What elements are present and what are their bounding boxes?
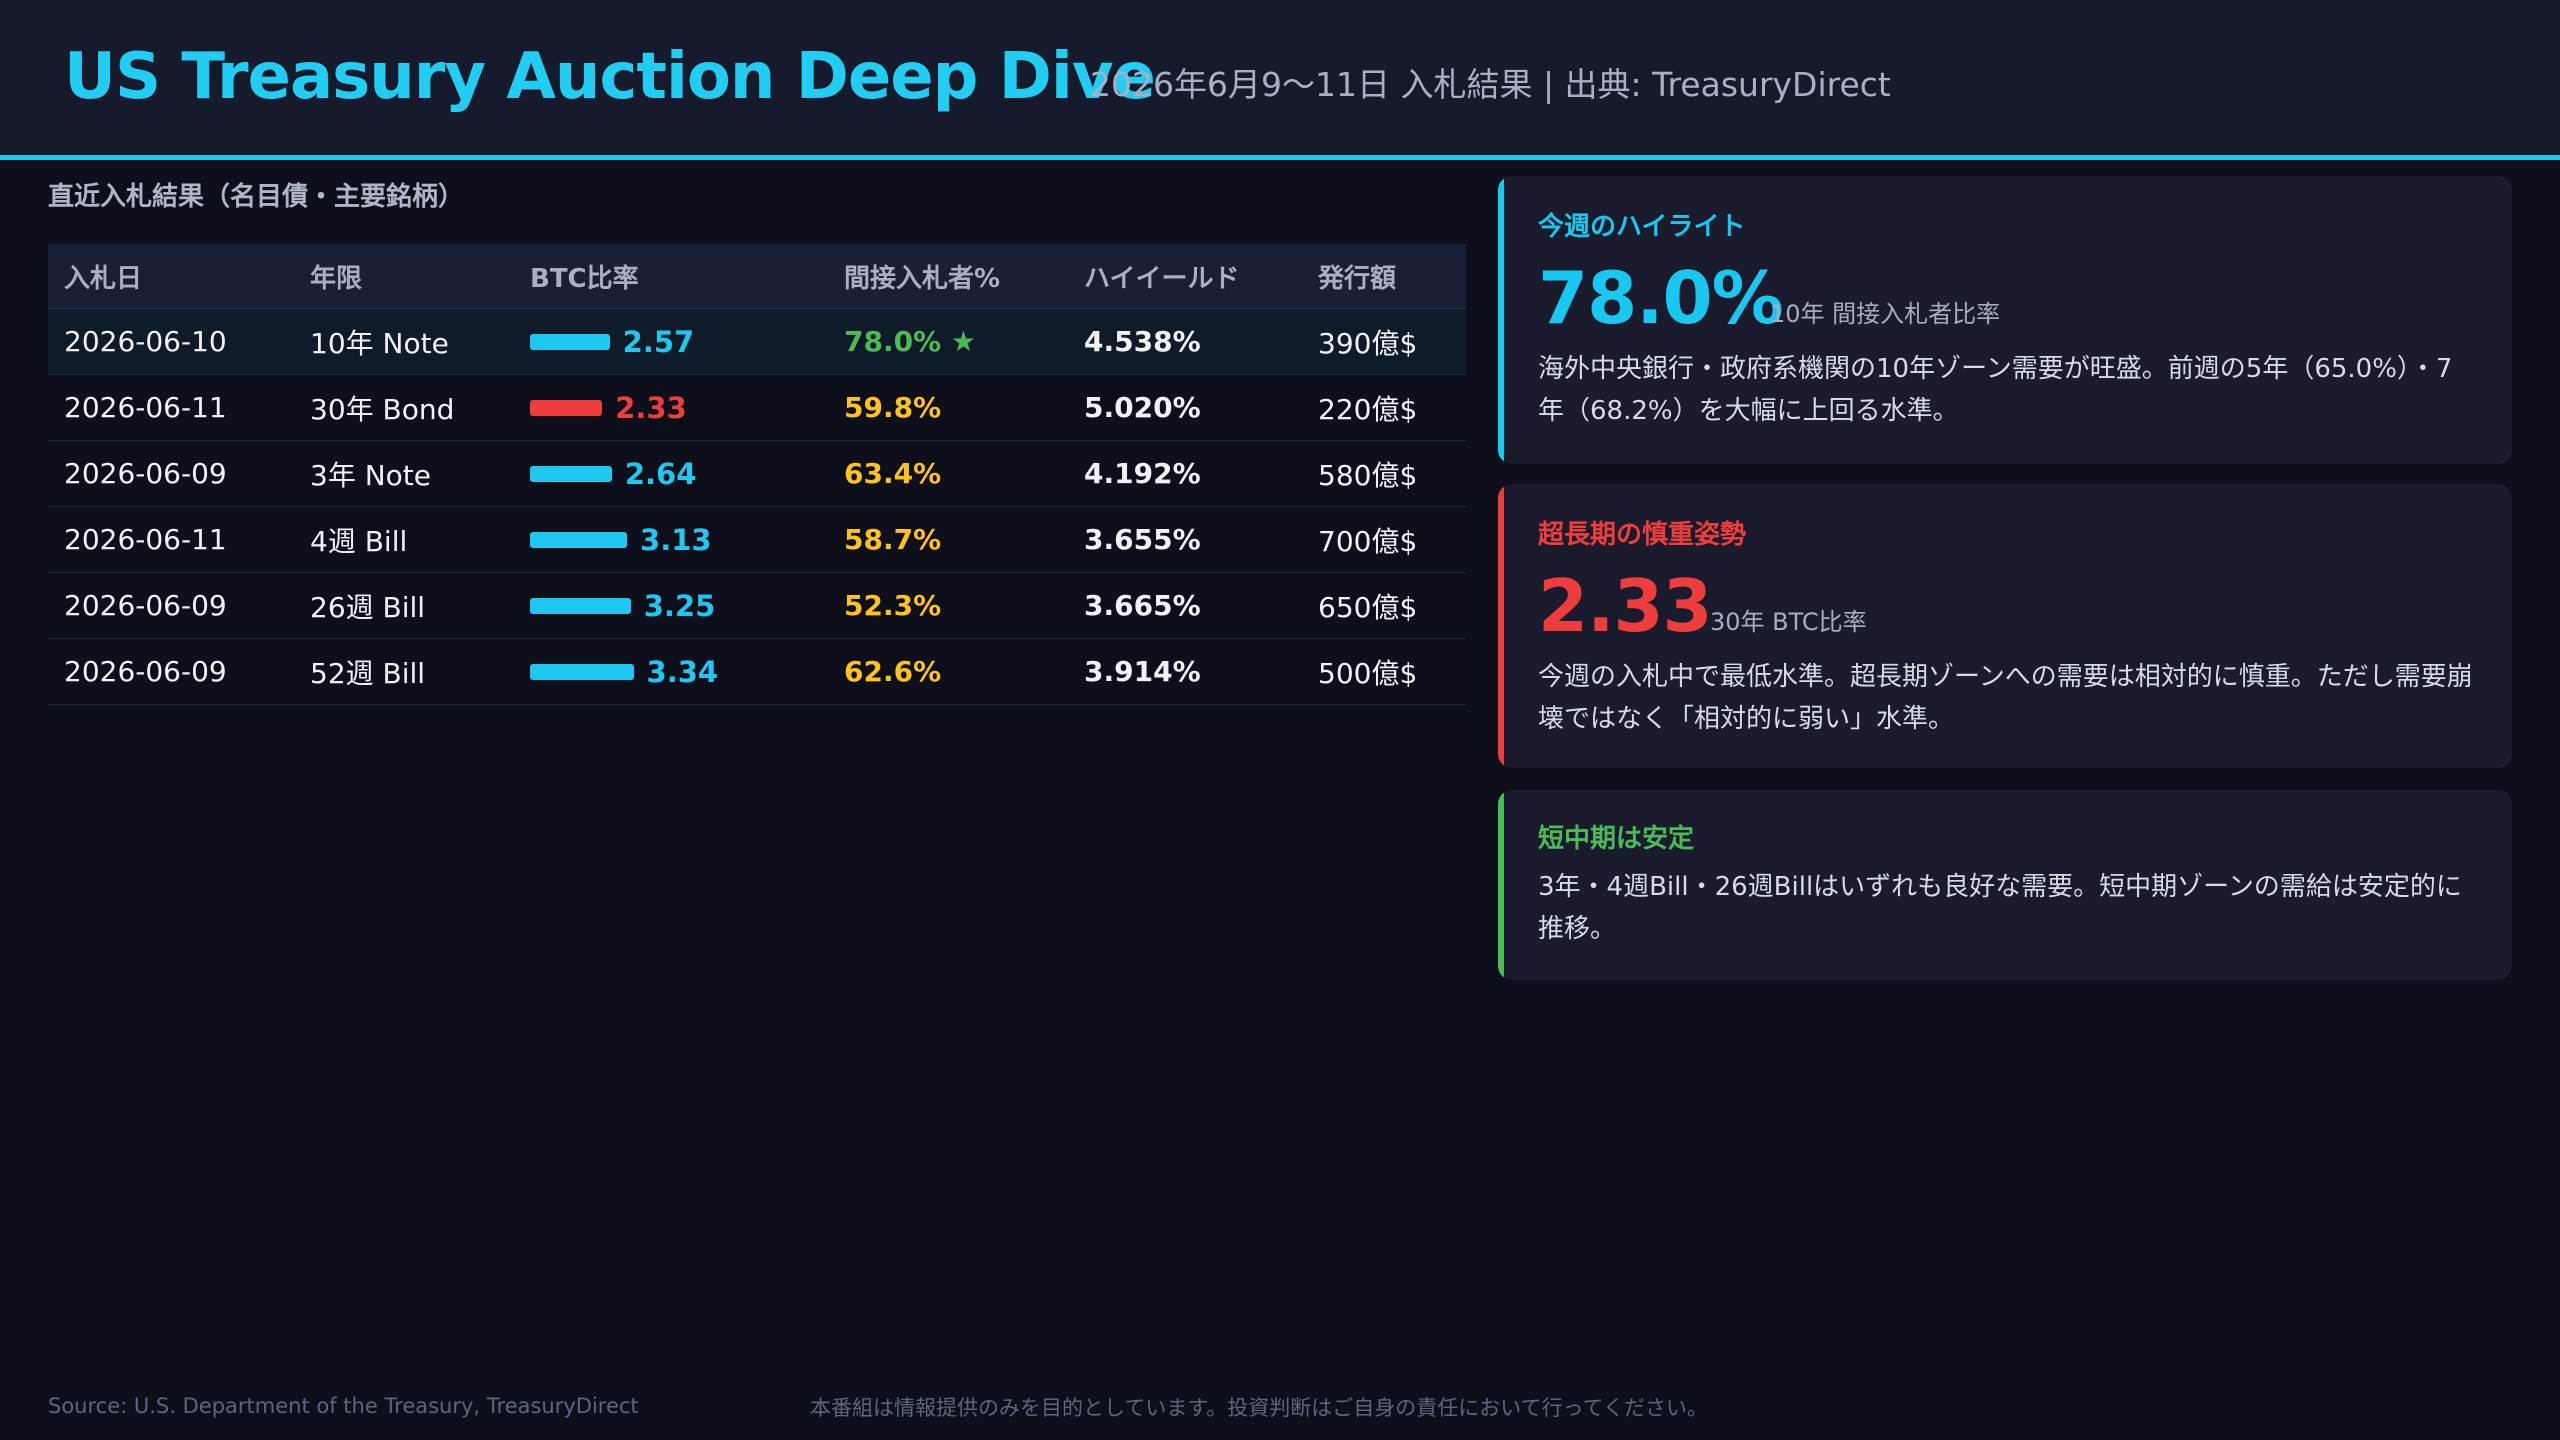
cell-date: 2026-06-09 — [48, 440, 294, 507]
btc-value: 2.64 — [624, 456, 697, 491]
cell-date: 2026-06-09 — [48, 638, 294, 705]
btc-bar — [530, 399, 603, 416]
auction-results-table: 入札日 年限 BTC比率 間接入札者% ハイイールド 発行額 2026-06-1… — [48, 244, 1466, 705]
card-title: 短中期は安定 — [1538, 824, 1695, 854]
cell-high-yield: 3.665% — [1068, 572, 1302, 639]
card-title: 超長期の慎重姿勢 — [1538, 520, 1747, 550]
cell-tenor: 26週 Bill — [294, 572, 514, 639]
card-body: 海外中央銀行・政府系機関の10年ゾーン需要が旺盛。前週の5年（65.0%）・7年… — [1538, 354, 2453, 426]
btc-bar — [530, 333, 610, 350]
header: US Treasury Auction Deep Dive 2026年6月9〜1… — [0, 0, 2560, 160]
highlight-card: 今週のハイライト 78.0% 10年 間接入札者比率 海外中央銀行・政府系機関の… — [1498, 176, 2512, 464]
table-row: 2026-06-09 3年 Note 2.64 63.4% 4.192% 580… — [48, 440, 1466, 507]
cell-amount: 220億$ — [1302, 374, 1466, 441]
cell-high-yield: 4.538% — [1068, 308, 1302, 375]
cell-amount: 390億$ — [1302, 308, 1466, 375]
cell-high-yield: 3.655% — [1068, 506, 1302, 573]
table-header-row: 入札日 年限 BTC比率 間接入札者% ハイイールド 発行額 — [48, 244, 1466, 309]
section-title: 直近入札結果（名目債・主要銘柄） — [48, 182, 465, 212]
footer-disclaimer: 本番組は情報提供のみを目的としています。投資判断はご自身の責任において行ってくだ… — [810, 1396, 1708, 1420]
cell-tenor: 52週 Bill — [294, 638, 514, 705]
card-title: 今週のハイライト — [1538, 212, 1746, 242]
cell-btc: 3.13 — [514, 506, 828, 573]
card-big-label: 30年 BTC比率 — [1710, 608, 1867, 636]
cell-btc: 3.25 — [514, 572, 828, 639]
column-header-tenor: 年限 — [294, 244, 514, 309]
card-body: 今週の入札中で最低水準。超長期ゾーンへの需要は相対的に慎重。ただし需要崩壊ではな… — [1538, 662, 2473, 734]
cell-tenor: 30年 Bond — [294, 374, 514, 441]
cell-amount: 700億$ — [1302, 506, 1466, 573]
cell-high-yield: 3.914% — [1068, 638, 1302, 705]
cell-tenor: 10年 Note — [294, 308, 514, 375]
cell-indirect: 52.3% — [828, 572, 1068, 639]
cell-amount: 500億$ — [1302, 638, 1466, 705]
table-row: 2026-06-09 26週 Bill 3.25 52.3% 3.665% 65… — [48, 572, 1466, 639]
cell-high-yield: 5.020% — [1068, 374, 1302, 441]
cell-btc: 2.57 — [514, 308, 828, 375]
ultra-long-card: 超長期の慎重姿勢 2.33 30年 BTC比率 今週の入札中で最低水準。超長期ゾ… — [1498, 484, 2512, 768]
btc-value: 3.34 — [646, 654, 719, 689]
table-row: 2026-06-11 4週 Bill 3.13 58.7% 3.655% 700… — [48, 506, 1466, 573]
cell-indirect: 59.8% — [828, 374, 1068, 441]
cell-tenor: 3年 Note — [294, 440, 514, 507]
cell-btc: 2.64 — [514, 440, 828, 507]
column-header-date: 入札日 — [48, 244, 294, 309]
cell-amount: 650億$ — [1302, 572, 1466, 639]
cell-high-yield: 4.192% — [1068, 440, 1302, 507]
btc-value: 2.57 — [622, 324, 695, 359]
card-big-value: 2.33 — [1538, 564, 1713, 648]
card-body: 3年・4週Bill・26週Billはいずれも良好な需要。短中期ゾーンの需給は安定… — [1538, 872, 2462, 944]
cell-amount: 580億$ — [1302, 440, 1466, 507]
table-row: 2026-06-11 30年 Bond 2.33 59.8% 5.020% 22… — [48, 374, 1466, 441]
page-subtitle: 2026年6月9〜11日 入札結果 | 出典: TreasuryDirect — [1090, 65, 1891, 104]
btc-value: 3.13 — [640, 522, 712, 557]
cell-date: 2026-06-10 — [48, 308, 294, 375]
cell-indirect: 62.6% — [828, 638, 1068, 705]
btc-bar — [530, 465, 612, 482]
btc-value: 3.25 — [643, 588, 716, 623]
short-mid-card: 短中期は安定 3年・4週Bill・26週Billはいずれも良好な需要。短中期ゾー… — [1498, 790, 2512, 980]
page-title: US Treasury Auction Deep Dive — [64, 40, 1156, 114]
cell-date: 2026-06-09 — [48, 572, 294, 639]
column-header-high-yield: ハイイールド — [1068, 244, 1302, 309]
btc-bar — [530, 597, 631, 614]
column-header-amount: 発行額 — [1302, 244, 1466, 309]
cell-tenor: 4週 Bill — [294, 506, 514, 573]
btc-value: 2.33 — [615, 390, 687, 425]
card-big-value: 78.0% — [1538, 256, 1784, 340]
table-row: 2026-06-10 10年 Note 2.57 78.0% ★ 4.538% … — [48, 308, 1466, 375]
btc-bar — [530, 663, 634, 680]
cell-btc: 3.34 — [514, 638, 828, 705]
cell-indirect: 63.4% — [828, 440, 1068, 507]
column-header-indirect: 間接入札者% — [828, 244, 1068, 309]
cell-btc: 2.33 — [514, 374, 828, 441]
table-row: 2026-06-09 52週 Bill 3.34 62.6% 3.914% 50… — [48, 638, 1466, 705]
cell-indirect: 58.7% — [828, 506, 1068, 573]
cell-date: 2026-06-11 — [48, 506, 294, 573]
footer-source: Source: U.S. Department of the Treasury,… — [48, 1394, 639, 1418]
card-big-label: 10年 間接入札者比率 — [1770, 300, 2001, 328]
cell-date: 2026-06-11 — [48, 374, 294, 441]
btc-bar — [530, 531, 628, 548]
cell-indirect: 78.0% ★ — [828, 308, 1068, 375]
column-header-btc: BTC比率 — [514, 244, 828, 309]
